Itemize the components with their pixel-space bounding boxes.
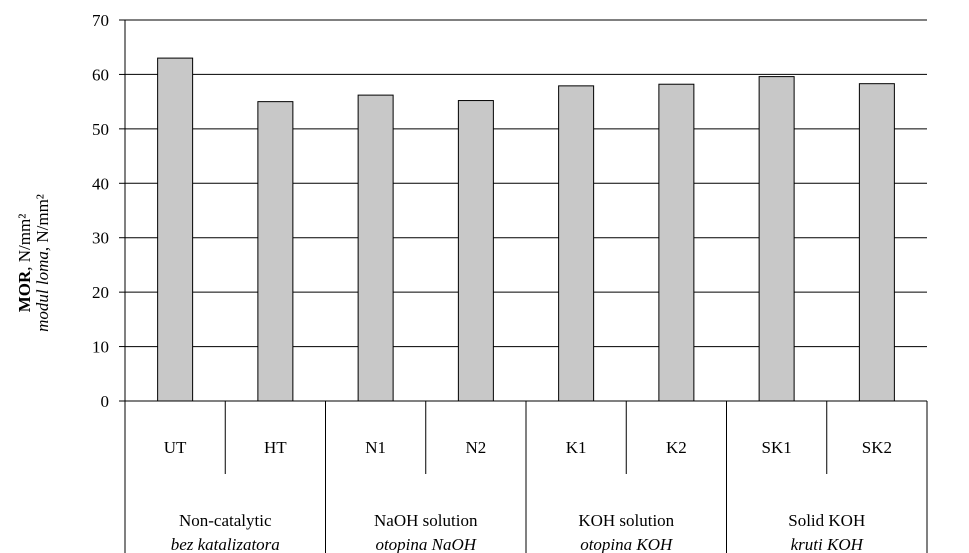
group-label-secondary: kruti KOH bbox=[791, 535, 865, 553]
y-tick-label: 10 bbox=[92, 338, 109, 357]
group-labels: Non-catalytic bez katalizatora NaOH soluti… bbox=[171, 511, 866, 553]
bar-ut bbox=[157, 57, 194, 402]
y-tick-label: 30 bbox=[92, 229, 109, 248]
group-label: NaOH solution bbox=[374, 511, 478, 530]
category-label-n2: N2 bbox=[465, 438, 486, 457]
group-label-secondary: bez katalizatora bbox=[171, 535, 280, 553]
bar-k1 bbox=[558, 85, 595, 402]
category-label-ht: HT bbox=[264, 438, 287, 457]
axes bbox=[119, 19, 928, 553]
y-tick-label: 20 bbox=[92, 283, 109, 302]
y-tick-label: 60 bbox=[92, 65, 109, 84]
y-tick-label: 40 bbox=[92, 174, 109, 193]
bar-k2 bbox=[658, 83, 695, 402]
category-label-sk2: SK2 bbox=[862, 438, 892, 457]
bar-n2 bbox=[457, 100, 494, 402]
category-label-ut: UT bbox=[164, 438, 187, 457]
y-tick-label: 50 bbox=[92, 120, 109, 139]
group-label-secondary: otopina NaOH bbox=[375, 535, 477, 553]
y-axis-label: MOR, N/mm² bbox=[15, 214, 34, 313]
y-axis-label-secondary: modul loma, N/mm² bbox=[33, 194, 52, 332]
gridlines bbox=[125, 19, 927, 348]
bar-n1 bbox=[357, 94, 394, 402]
y-tick-labels: 0 10 20 30 40 50 60 70 bbox=[92, 11, 109, 411]
group-label: KOH solution bbox=[578, 511, 674, 530]
y-tick-label: 70 bbox=[92, 11, 109, 30]
group-label-secondary: otopina KOH bbox=[580, 535, 674, 553]
bar-ht bbox=[257, 101, 294, 402]
category-label-k1: K1 bbox=[566, 438, 587, 457]
bar-sk1 bbox=[758, 76, 795, 402]
bar-sk2 bbox=[858, 83, 895, 402]
category-labels: UT HT N1 N2 K1 K2 SK1 SK2 bbox=[164, 438, 892, 457]
group-label: Solid KOH bbox=[788, 511, 865, 530]
group-label: Non-catalytic bbox=[179, 511, 272, 530]
category-label-k2: K2 bbox=[666, 438, 687, 457]
y-tick-label: 0 bbox=[101, 392, 110, 411]
bars bbox=[157, 57, 895, 402]
category-label-n1: N1 bbox=[365, 438, 386, 457]
category-label-sk1: SK1 bbox=[762, 438, 792, 457]
